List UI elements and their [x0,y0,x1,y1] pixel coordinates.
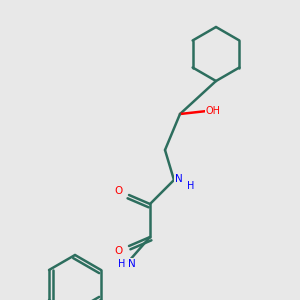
Text: H: H [118,259,125,269]
Text: H: H [187,181,194,191]
Text: N: N [175,173,182,184]
Text: N: N [128,259,136,269]
Text: OH: OH [206,106,220,116]
Text: O: O [114,185,123,196]
Text: O: O [114,245,123,256]
